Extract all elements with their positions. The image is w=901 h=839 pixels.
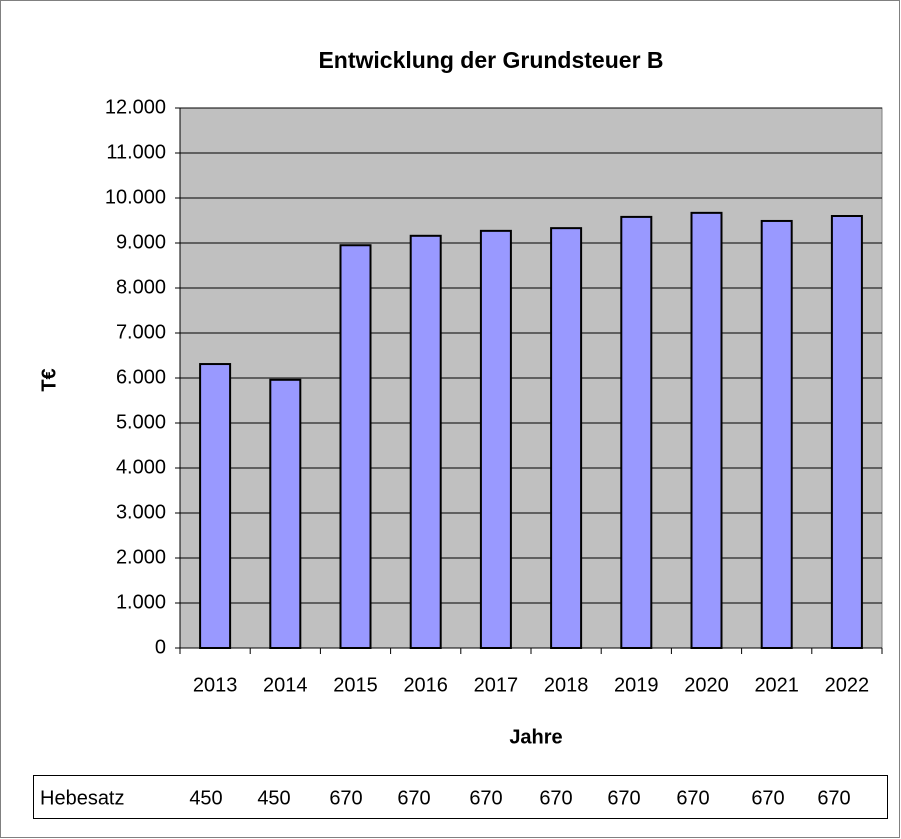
bar xyxy=(199,363,232,649)
y-tick-label: 6.000 xyxy=(116,366,166,388)
table-border xyxy=(33,775,888,819)
table-value: 670 xyxy=(539,787,572,809)
y-tick-label: 0 xyxy=(155,636,166,658)
y-tick-label: 4.000 xyxy=(116,456,166,478)
bar xyxy=(339,244,372,649)
table-value: 450 xyxy=(257,787,290,809)
x-tick-label: 2016 xyxy=(403,674,448,696)
table-value: 670 xyxy=(397,787,430,809)
table-value: 670 xyxy=(329,787,362,809)
bar xyxy=(269,378,302,649)
table-value: 670 xyxy=(817,787,850,809)
x-axis-label: Jahre xyxy=(509,726,562,748)
bar xyxy=(550,227,583,649)
y-tick-label: 9.000 xyxy=(116,231,166,253)
bar xyxy=(830,215,863,649)
y-tick-label: 5.000 xyxy=(116,411,166,433)
y-tick-label: 8.000 xyxy=(116,276,166,298)
y-axis-label: T€ xyxy=(38,368,60,391)
x-tick-label: 2020 xyxy=(684,674,729,696)
table-value: 670 xyxy=(676,787,709,809)
table-value: 670 xyxy=(607,787,640,809)
y-tick-label: 2.000 xyxy=(116,546,166,568)
y-tick-label: 10.000 xyxy=(105,186,166,208)
bar xyxy=(409,234,442,650)
bar xyxy=(620,215,653,649)
x-tick-label: 2019 xyxy=(614,674,659,696)
x-tick-label: 2015 xyxy=(333,674,378,696)
x-tick-label: 2014 xyxy=(263,674,308,696)
x-tick-label: 2018 xyxy=(544,674,589,696)
y-tick-label: 11.000 xyxy=(106,141,166,163)
y-tick-label: 12.000 xyxy=(105,96,166,118)
x-tick-label: 2017 xyxy=(474,674,519,696)
table-value: 670 xyxy=(751,787,784,809)
table-label: Hebesatz xyxy=(40,787,125,809)
x-tick-label: 2013 xyxy=(193,674,238,696)
y-tick-label: 1.000 xyxy=(116,591,166,613)
bar xyxy=(479,229,512,649)
table-value: 450 xyxy=(189,787,222,809)
table-value: 670 xyxy=(469,787,502,809)
x-tick-label: 2021 xyxy=(754,674,799,696)
x-tick-label: 2022 xyxy=(825,674,870,696)
bar xyxy=(760,219,793,649)
y-tick-label: 7.000 xyxy=(116,321,166,343)
bar xyxy=(690,211,723,649)
chart-title: Entwicklung der Grundsteuer B xyxy=(318,47,663,73)
y-tick-label: 3.000 xyxy=(116,501,166,523)
